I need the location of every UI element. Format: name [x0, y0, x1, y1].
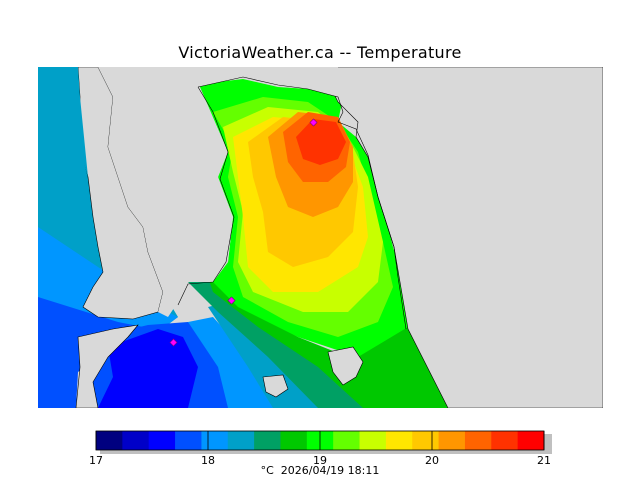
footer-spacer [274, 464, 281, 477]
colorbar-swatch [254, 431, 281, 450]
inlet-west-coastline [177, 86, 235, 306]
land-north [203, 67, 343, 97]
strait-band-brightgreen-south [208, 277, 448, 408]
colorbar-swatch [306, 431, 334, 450]
colorbar-swatch [491, 431, 519, 450]
colorbar-tick-label: 17 [89, 454, 103, 467]
colorbar-shadow [100, 434, 552, 454]
colorbar-swatch [122, 431, 150, 450]
timestamp-label: 2026/04/19 18:11 [280, 464, 380, 477]
colorbar-swatch [359, 431, 387, 450]
colorbar-ticks [95, 431, 545, 450]
colorbar-frame [95, 430, 545, 451]
inlet-coastline [197, 76, 407, 330]
colorbar-swatch [201, 431, 229, 450]
station-marker-south [169, 338, 178, 347]
colorbar-swatch [175, 431, 202, 450]
land-northwest-strip [38, 67, 88, 177]
colorbar-swatch [148, 431, 176, 450]
colorbar-swatch [227, 431, 255, 450]
strait-band-darkblue [98, 329, 198, 408]
map-footer: °C 2026/04/19 18:11 [0, 464, 640, 477]
colorbar-swatch [438, 431, 466, 450]
colorbar-tick-label: 21 [537, 454, 551, 467]
island-south-2 [262, 374, 289, 398]
colorbar-tick-label: 20 [425, 454, 439, 467]
peninsula-land-center [98, 67, 233, 317]
island-south-1 [327, 346, 364, 386]
temperature-map [38, 67, 603, 408]
map-title: VictoriaWeather.ca -- Temperature [178, 43, 462, 62]
colorbar-tick-label: 19 [313, 454, 327, 467]
colorbar-swatch [333, 431, 361, 450]
peninsula-south [75, 324, 139, 408]
strait-band-green-south [188, 282, 368, 408]
colorbar-swatches [96, 431, 545, 450]
unit-label: °C [260, 464, 274, 477]
colorbar-swatch [96, 431, 123, 450]
colorbar-swatch [412, 431, 440, 450]
colorbar-swatch [517, 431, 545, 450]
colorbar-swatch [280, 431, 308, 450]
inlet-band-red [296, 119, 346, 165]
colorbar-tick-label: 18 [201, 454, 215, 467]
station-marker-north [309, 118, 318, 127]
colorbar-swatch [385, 431, 413, 450]
station-marker-center [227, 296, 236, 305]
colorbar-swatch [464, 431, 492, 450]
